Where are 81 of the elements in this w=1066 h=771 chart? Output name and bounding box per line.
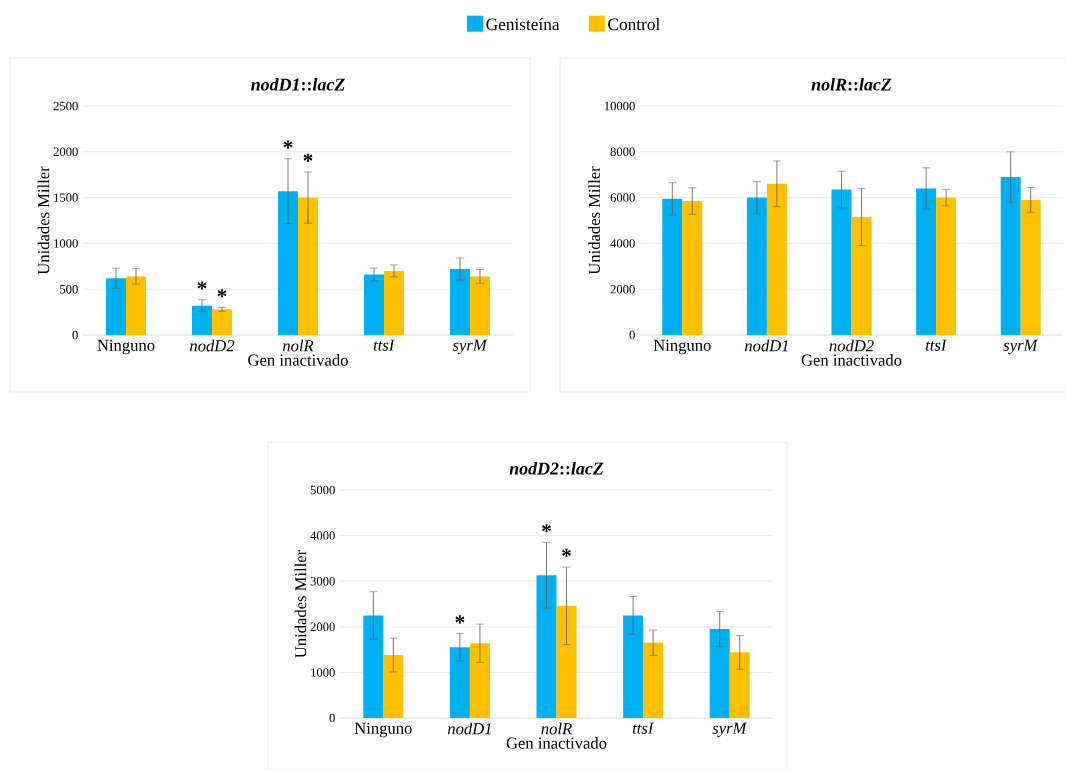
bar — [936, 197, 957, 336]
y-tick-label: 3000 — [310, 576, 335, 586]
y-tick-label: 10000 — [604, 101, 635, 111]
bar — [298, 197, 318, 336]
bar — [469, 643, 490, 719]
legend-label: Control — [608, 18, 660, 31]
bar — [363, 615, 384, 719]
legend-label: Genisteína — [486, 18, 560, 31]
y-tick-label: 0 — [72, 330, 78, 340]
y-tick-label: 8000 — [610, 147, 635, 157]
y-tick-label: 1000 — [311, 668, 335, 677]
x-tick-label: ttsI — [925, 339, 948, 351]
chart-title: nolR::lacZ — [811, 77, 892, 91]
y-tick-label: 5000 — [310, 485, 335, 495]
y-tick-label: 2000 — [53, 147, 78, 157]
bar — [364, 274, 384, 336]
x-axis-title: Gen inactivado — [248, 354, 348, 366]
x-tick-label: nolR — [282, 339, 314, 352]
x-tick-label: nodD1 — [744, 339, 788, 352]
bar — [126, 276, 146, 336]
bar — [470, 276, 491, 336]
annotation: * — [217, 289, 227, 298]
bar — [192, 305, 212, 336]
bar — [643, 642, 664, 719]
y-tick-label: 4000 — [310, 531, 335, 540]
bar — [383, 655, 404, 719]
bar — [556, 605, 577, 719]
annotation: * — [283, 140, 293, 149]
annotation: * — [455, 615, 465, 624]
annotation: * — [562, 548, 571, 557]
y-tick-label: 4000 — [610, 239, 635, 248]
bar — [106, 278, 126, 336]
bar — [1020, 199, 1041, 336]
bar — [709, 629, 730, 719]
x-tick-label: syrM — [712, 722, 748, 738]
x-tick-label: Ninguno — [354, 722, 412, 738]
bar — [278, 191, 298, 336]
bar — [916, 188, 937, 336]
chart-title: nodD2::lacZ — [509, 461, 604, 475]
bar — [746, 197, 767, 336]
x-axis-title: Gen inactivado — [506, 737, 607, 749]
y-axis-title: Unidades Miller — [294, 549, 307, 658]
x-tick-label: ttsI — [632, 722, 655, 734]
x-axis-title: Gen inactivado — [801, 354, 902, 366]
y-tick-label: 0 — [629, 330, 635, 340]
y-axis-title: Unidades Miller — [37, 166, 50, 275]
x-tick-label: nolR — [541, 722, 572, 735]
bar — [536, 575, 557, 719]
x-tick-label: syrM — [452, 339, 488, 355]
x-tick-label: syrM — [1003, 339, 1039, 355]
bar — [384, 270, 404, 336]
bar — [623, 615, 644, 719]
bar — [851, 217, 872, 336]
y-axis-title: Unidades Miller — [588, 166, 600, 275]
annotation: * — [303, 153, 313, 162]
bar — [662, 198, 683, 336]
y-tick-label: 0 — [329, 713, 335, 723]
bar — [729, 652, 750, 719]
x-tick-label: nodD1 — [447, 722, 491, 735]
bar — [766, 183, 787, 336]
annotation: * — [197, 281, 207, 290]
annotation: * — [542, 524, 551, 533]
y-tick-label: 1000 — [54, 239, 78, 248]
y-tick-label: 500 — [60, 284, 78, 294]
bar — [831, 189, 852, 336]
y-tick-label: 1500 — [54, 193, 78, 202]
x-tick-label: nodD2 — [829, 339, 874, 352]
chart-title: nodD1::lacZ — [251, 77, 345, 91]
bar — [682, 201, 703, 336]
x-tick-label: nodD2 — [189, 339, 235, 352]
bar — [1000, 176, 1021, 336]
y-tick-label: 2000 — [610, 284, 635, 294]
y-tick-label: 6000 — [610, 193, 635, 202]
x-tick-label: ttsI — [373, 339, 395, 351]
x-tick-label: Ninguno — [653, 339, 711, 355]
x-tick-label: Ninguno — [97, 339, 155, 355]
y-tick-label: 2500 — [53, 101, 78, 111]
bar — [449, 647, 470, 719]
bar — [450, 269, 471, 336]
y-tick-label: 2000 — [310, 622, 335, 632]
bar — [212, 309, 232, 336]
